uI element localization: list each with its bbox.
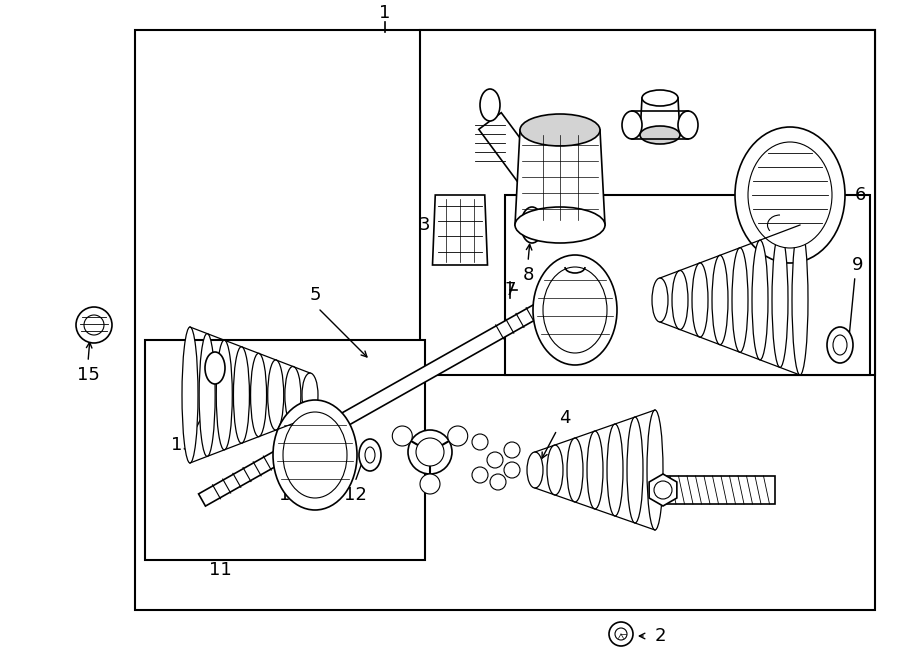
Ellipse shape (607, 424, 623, 516)
Ellipse shape (365, 447, 375, 463)
Ellipse shape (622, 111, 642, 139)
Polygon shape (479, 112, 541, 183)
Text: 11: 11 (209, 561, 231, 579)
Circle shape (504, 442, 520, 458)
Text: 14: 14 (279, 486, 302, 504)
Ellipse shape (652, 278, 668, 322)
Circle shape (504, 462, 520, 478)
Ellipse shape (520, 114, 600, 146)
Circle shape (420, 474, 440, 494)
Circle shape (490, 474, 506, 490)
Text: 13: 13 (171, 436, 194, 454)
Ellipse shape (182, 327, 198, 463)
Circle shape (487, 452, 503, 468)
Ellipse shape (748, 142, 832, 248)
Text: 15: 15 (76, 366, 99, 384)
Text: 12: 12 (344, 486, 366, 504)
Text: 6: 6 (854, 186, 866, 204)
Ellipse shape (515, 207, 605, 243)
Bar (145, 340, 425, 560)
Bar (420, 30, 875, 375)
Ellipse shape (627, 417, 643, 523)
Text: 8: 8 (522, 266, 534, 284)
Ellipse shape (533, 255, 617, 365)
Ellipse shape (792, 225, 808, 375)
Ellipse shape (587, 431, 603, 509)
Ellipse shape (640, 126, 680, 144)
Circle shape (392, 426, 412, 446)
Ellipse shape (250, 353, 266, 437)
Bar (505, 195, 870, 375)
Ellipse shape (302, 373, 318, 417)
Polygon shape (199, 289, 569, 506)
Ellipse shape (283, 412, 347, 498)
Bar (135, 30, 875, 610)
Circle shape (472, 467, 488, 483)
Circle shape (472, 434, 488, 450)
Ellipse shape (76, 307, 112, 343)
Bar (665, 476, 775, 504)
Text: 1: 1 (379, 4, 391, 22)
Ellipse shape (273, 400, 357, 510)
Ellipse shape (359, 439, 381, 471)
Ellipse shape (480, 89, 500, 121)
Ellipse shape (527, 452, 543, 488)
Polygon shape (640, 98, 680, 135)
Ellipse shape (216, 340, 232, 450)
Ellipse shape (521, 207, 543, 243)
Circle shape (416, 438, 444, 466)
Polygon shape (433, 195, 488, 265)
Ellipse shape (199, 334, 215, 457)
Text: 5: 5 (310, 286, 320, 304)
Ellipse shape (678, 111, 698, 139)
Ellipse shape (205, 352, 225, 384)
Ellipse shape (84, 315, 104, 335)
Text: 4: 4 (559, 409, 571, 427)
Ellipse shape (732, 248, 748, 352)
Text: 7: 7 (504, 281, 516, 299)
Ellipse shape (752, 240, 768, 360)
Text: 9: 9 (852, 256, 864, 274)
Ellipse shape (647, 410, 663, 530)
Circle shape (447, 426, 468, 446)
Polygon shape (649, 474, 677, 506)
Ellipse shape (547, 445, 563, 495)
Ellipse shape (543, 267, 607, 353)
Ellipse shape (672, 270, 688, 330)
Ellipse shape (712, 255, 728, 345)
Ellipse shape (735, 127, 845, 263)
Circle shape (654, 481, 672, 499)
Ellipse shape (567, 438, 583, 502)
Ellipse shape (833, 335, 847, 355)
Circle shape (615, 628, 627, 640)
Circle shape (609, 622, 633, 646)
Circle shape (408, 430, 452, 474)
Ellipse shape (285, 366, 301, 424)
Ellipse shape (692, 263, 708, 337)
Text: 3: 3 (418, 216, 430, 234)
Ellipse shape (772, 233, 788, 368)
Polygon shape (515, 130, 605, 225)
Ellipse shape (267, 360, 284, 430)
Text: 2: 2 (654, 627, 666, 645)
Ellipse shape (642, 90, 678, 106)
Ellipse shape (827, 327, 853, 363)
Ellipse shape (233, 347, 249, 444)
Text: 10: 10 (549, 319, 572, 337)
